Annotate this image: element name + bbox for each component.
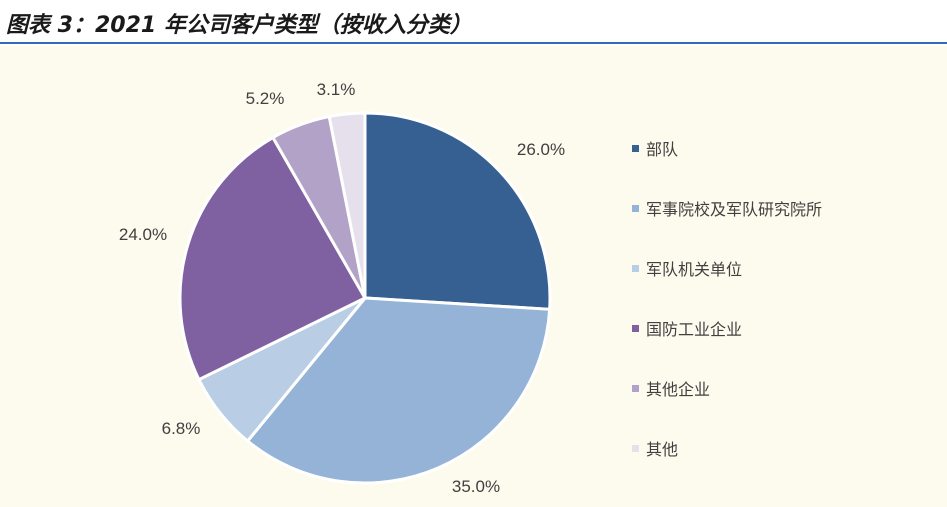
- pie-slice-6: [327, 111, 367, 300]
- legend-swatch-5: [632, 385, 639, 392]
- legend-label-3: 军队机关单位: [646, 260, 742, 279]
- legend-label-5: 其他企业: [646, 380, 710, 399]
- legend-label-4: 国防工业企业: [646, 320, 742, 339]
- legend-swatch-6: [632, 445, 639, 452]
- data-label-2: 35.0%: [452, 477, 500, 496]
- pie-slice-1: [363, 111, 552, 311]
- pie-slice-4: [178, 136, 367, 382]
- legend-label-2: 军事院校及军队研究院所: [646, 200, 822, 219]
- data-label-6: 3.1%: [317, 80, 356, 99]
- legend-swatch-2: [632, 205, 639, 212]
- data-label-5: 5.2%: [246, 89, 285, 108]
- pie-slices: [178, 111, 552, 485]
- pie-slice-2: [246, 296, 552, 485]
- legend-label-6: 其他: [646, 440, 678, 459]
- legend-swatch-4: [632, 325, 639, 332]
- data-label-1: 26.0%: [517, 140, 565, 159]
- chart-title: 图表 3：2021 年公司客户类型（按收入分类）: [6, 13, 472, 38]
- title-bar: 图表 3：2021 年公司客户类型（按收入分类）: [0, 0, 947, 44]
- legend-swatch-1: [632, 145, 639, 152]
- pie-labels: 26.0% 35.0% 6.8% 24.0% 5.2% 3.1%: [119, 80, 565, 496]
- data-label-3: 6.8%: [162, 419, 201, 438]
- data-label-4: 24.0%: [119, 225, 167, 244]
- legend-swatch-3: [632, 265, 639, 272]
- legend-label-1: 部队: [646, 140, 678, 159]
